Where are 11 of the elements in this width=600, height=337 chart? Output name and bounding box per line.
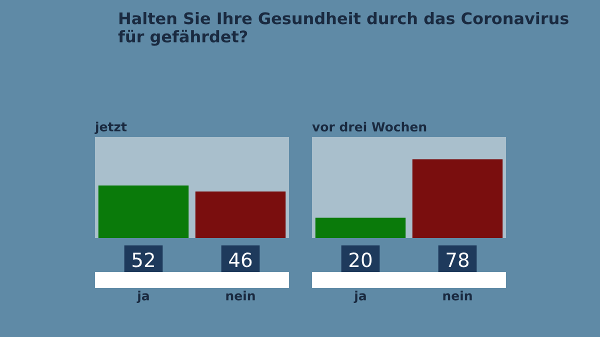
x-tick-label: nein <box>226 290 255 300</box>
data-label: 78 <box>446 252 469 268</box>
x-tick-label: nein <box>443 290 472 300</box>
x-tick-label: ja <box>136 290 149 303</box>
data-label: 46 <box>229 252 252 268</box>
chart-subtitle: vor drei Wochen <box>312 122 426 132</box>
text: Halten Sie Ihre Gesundheit durch das Coronavirus für gefährdet? <box>118 12 568 46</box>
data-label: 52 <box>132 252 154 268</box>
x-tick-label: ja <box>354 290 366 303</box>
chart-subtitle: jetzt <box>94 122 127 134</box>
data-label: 20 <box>350 252 372 268</box>
